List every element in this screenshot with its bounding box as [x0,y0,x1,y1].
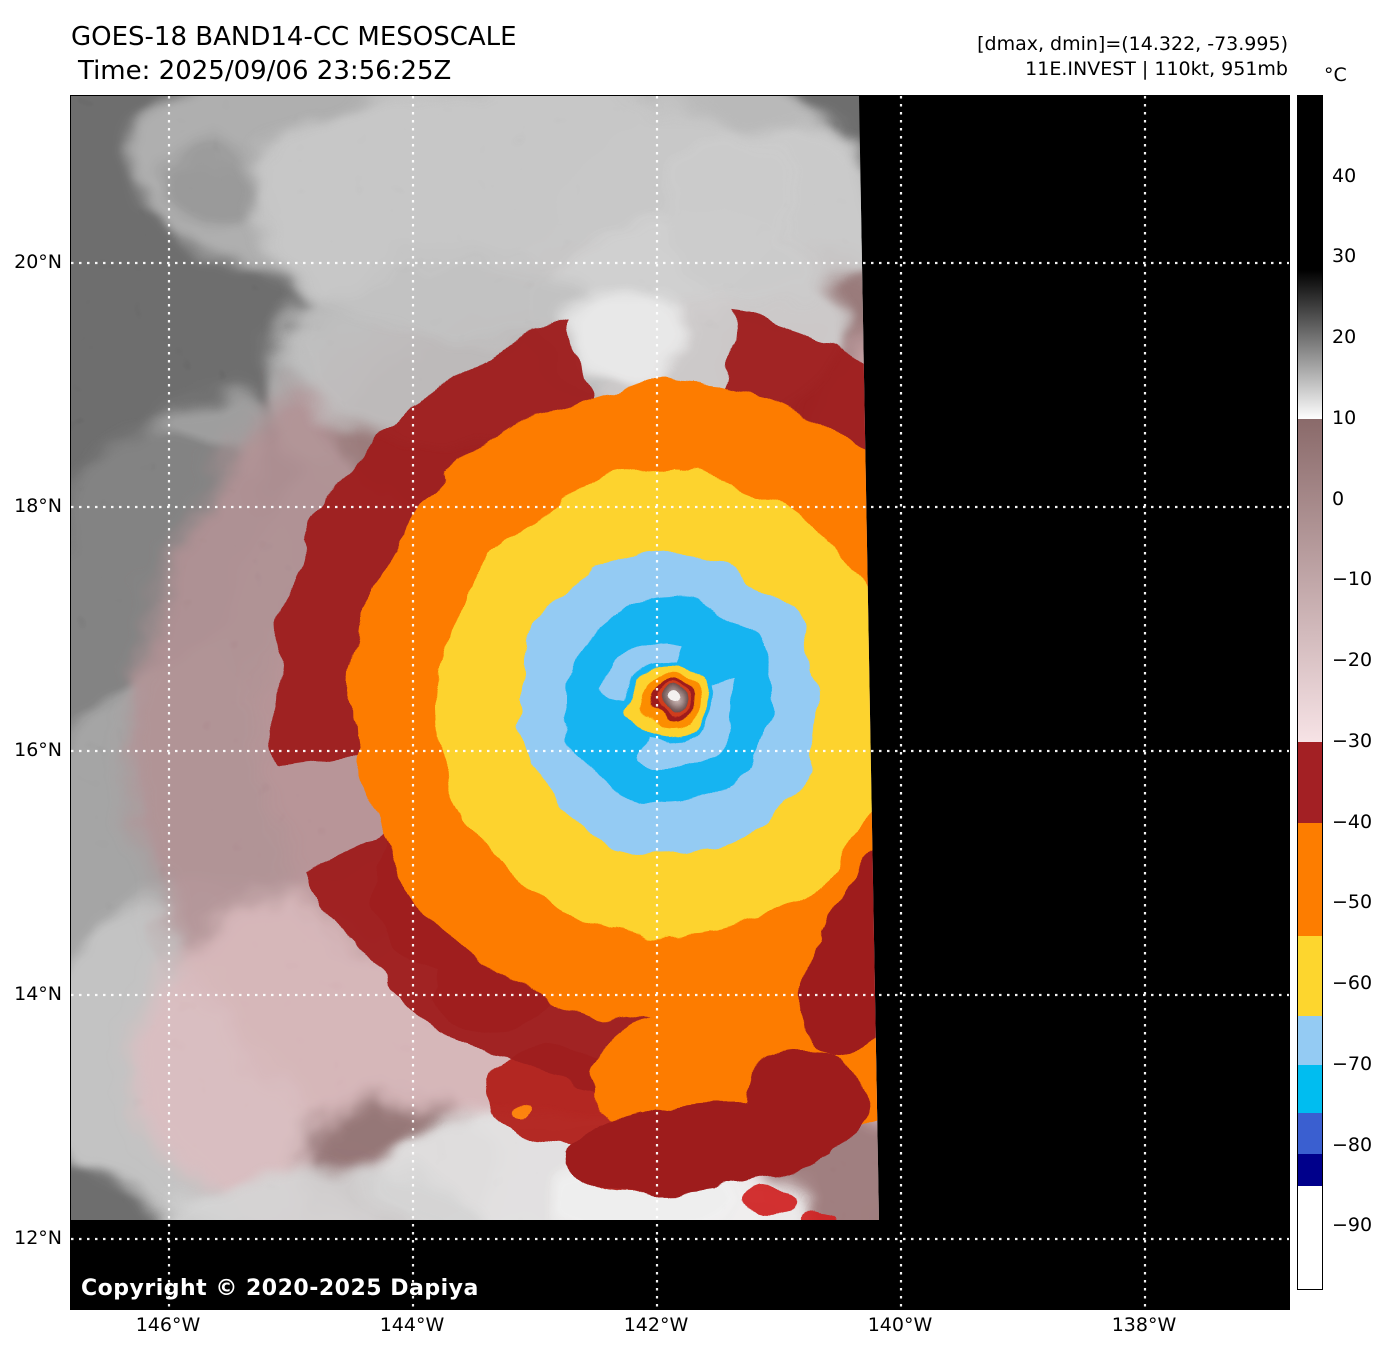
copyright-watermark: Copyright © 2020-2025 Dapiya [81,1276,479,1301]
lon-tick-label-138w: 138°W [1111,1314,1177,1336]
colorbar-tick-0: 0 [1332,487,1345,510]
lon-tick-label-144w: 144°W [379,1314,445,1336]
colorbar-segment-1 [1298,269,1322,420]
colorbar-segment-0 [1298,96,1322,271]
dmax-dmin-annotation: [dmax, dmin]=(14.322, -73.995) [977,33,1288,55]
satellite-image [71,96,1289,1309]
colorbar-tick--20: −20 [1332,649,1373,672]
colorbar-segment-7 [1298,1064,1322,1115]
colorbar-tick-30: 30 [1332,245,1357,268]
colorbar-tick-20: 20 [1332,326,1357,349]
colorbar-tick--60: −60 [1332,972,1373,995]
lat-tick-label-20n: 20°N [14,251,62,273]
colorbar-segment-3 [1298,741,1322,824]
colorbar-segment-4 [1298,822,1322,937]
colorbar [1297,95,1323,1290]
lat-tick-label-14n: 14°N [14,983,62,1005]
lon-tick-label-142w: 142°W [623,1314,689,1336]
lat-tick-label-16n: 16°N [14,739,62,761]
colorbar-tick--30: −30 [1332,729,1373,752]
latlon-gridlines [71,96,1289,1309]
figure-timestamp: Time: 2025/09/06 23:56:25Z [78,56,452,86]
lat-tick-label-12n: 12°N [14,1227,62,1249]
map-plot-area: Copyright © 2020-2025 Dapiya [70,95,1290,1310]
figure-title: GOES-18 BAND14-CC MESOSCALE [71,22,517,52]
satellite-swath [71,96,879,1220]
lon-tick-label-140w: 140°W [867,1314,933,1336]
colorbar-segment-2 [1298,418,1322,743]
colorbar-tick--80: −80 [1332,1133,1373,1156]
colorbar-tick--50: −50 [1332,891,1373,914]
colorbar-segment-9 [1298,1153,1322,1187]
colorbar-segment-8 [1298,1113,1322,1155]
colorbar-tick-10: 10 [1332,406,1357,429]
storm-info-annotation: 11E.INVEST | 110kt, 951mb [1025,58,1288,80]
colorbar-tick--70: −70 [1332,1052,1373,1075]
colorbar-tick--10: −10 [1332,568,1373,591]
lat-tick-label-18n: 18°N [14,495,62,517]
lon-tick-label-146w: 146°W [135,1314,201,1336]
colorbar-segment-5 [1298,935,1322,1018]
colorbar-tick--40: −40 [1332,810,1373,833]
colorbar-segment-6 [1298,1016,1322,1066]
colorbar-unit-label: °C [1324,64,1347,86]
colorbar-segment-10 [1298,1186,1322,1289]
colorbar-tick--90: −90 [1332,1214,1373,1237]
colorbar-tick-40: 40 [1332,164,1357,187]
